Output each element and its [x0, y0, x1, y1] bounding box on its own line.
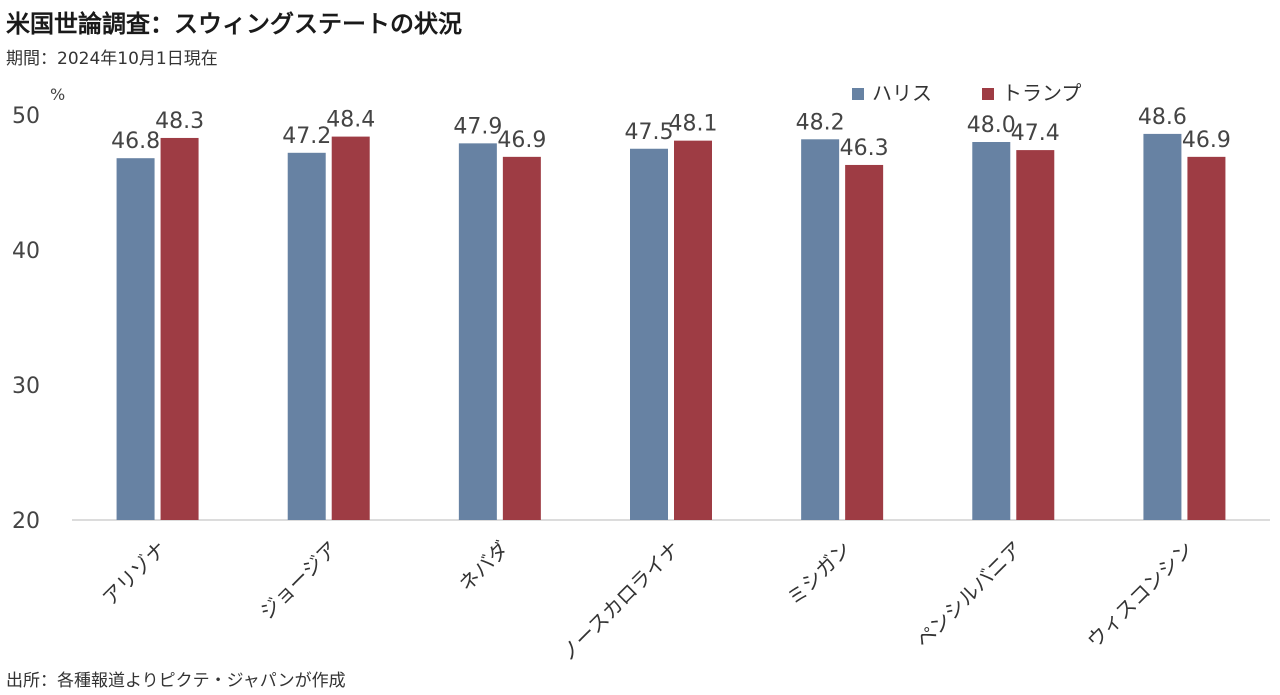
category-label: アリゾナ	[98, 537, 172, 611]
bar-harris	[630, 148, 668, 520]
y-tick-label: 50	[12, 104, 40, 129]
category-label: ネバダ	[454, 537, 513, 596]
legend-swatch-trump	[982, 88, 994, 100]
y-tick-label: 20	[12, 509, 40, 534]
bar-harris	[458, 143, 497, 520]
data-label: 48.0	[967, 113, 1016, 138]
data-label: 47.2	[282, 124, 331, 149]
bar-harris	[116, 158, 155, 520]
bar-trump	[1187, 156, 1226, 520]
bar-trump	[331, 136, 370, 520]
bar-trump	[160, 137, 199, 520]
data-label: 48.1	[669, 112, 718, 137]
y-tick-label: 30	[12, 374, 40, 399]
bar-harris	[1143, 133, 1182, 520]
bar-trump	[674, 140, 712, 520]
bar-trump	[845, 164, 884, 520]
y-tick-label: 40	[12, 239, 40, 264]
bar-harris	[287, 152, 326, 521]
data-label: 47.9	[453, 114, 502, 139]
category-label: ジョージア	[255, 537, 342, 624]
category-label: ペンシルバニア	[911, 537, 1027, 653]
data-label: 48.3	[155, 109, 204, 134]
category-label: ウィスコンシン	[1082, 537, 1198, 653]
bar-harris	[801, 139, 840, 521]
legend-label-trump: トランプ	[1002, 81, 1081, 105]
data-label: 48.2	[796, 110, 845, 135]
data-label: 48.4	[326, 108, 375, 133]
legend-swatch-harris	[852, 88, 864, 100]
source-note: 出所：各種報道よりピクテ・ジャパンが作成	[6, 671, 346, 691]
chart-title: 米国世論調査：スウィングステートの状況	[6, 10, 462, 38]
chart-subtitle: 期間：2024年10月1日現在	[6, 49, 218, 69]
y-unit-label: %	[50, 85, 65, 104]
bar-harris	[972, 142, 1011, 520]
category-label: ミシガン	[782, 537, 856, 611]
bar-trump	[1016, 150, 1055, 520]
legend-label-harris: ハリス	[872, 81, 932, 105]
bar-trump	[502, 156, 541, 520]
category-label: ノースカロライナ	[555, 537, 684, 666]
data-label: 46.8	[111, 129, 160, 154]
data-label: 46.9	[497, 128, 546, 153]
data-label: 47.4	[1011, 121, 1060, 146]
data-label: 48.6	[1138, 105, 1187, 130]
data-label: 46.9	[1182, 128, 1231, 153]
data-label: 47.5	[625, 120, 674, 145]
data-label: 46.3	[840, 136, 889, 161]
